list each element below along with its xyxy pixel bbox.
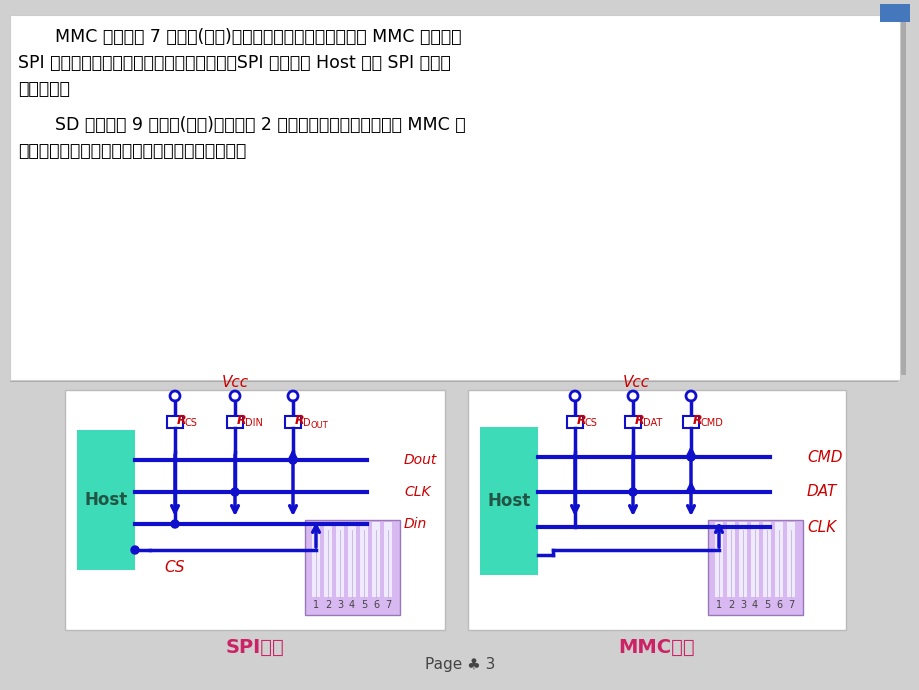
Bar xyxy=(750,522,758,597)
Text: Host: Host xyxy=(85,491,128,509)
Text: Dout: Dout xyxy=(403,453,437,467)
Circle shape xyxy=(629,488,636,496)
Text: 才能使用。: 才能使用。 xyxy=(18,80,70,98)
Bar xyxy=(285,416,301,428)
Bar xyxy=(714,522,722,597)
Text: R: R xyxy=(576,413,586,426)
Bar xyxy=(726,522,734,597)
Bar xyxy=(335,522,344,597)
Text: R: R xyxy=(237,413,246,426)
Text: SPI 模式，两种模式对引脚的定义是不同的。SPI 模式只有 Host 具有 SPI 接口时: SPI 模式，两种模式对引脚的定义是不同的。SPI 模式只有 Host 具有 S… xyxy=(18,54,450,72)
Text: DAT: DAT xyxy=(642,418,662,428)
Bar xyxy=(786,522,794,597)
Bar xyxy=(65,390,445,630)
Bar xyxy=(167,416,183,428)
Text: D: D xyxy=(302,418,311,428)
Text: 2: 2 xyxy=(324,600,331,610)
Bar xyxy=(708,520,802,615)
Text: CLK: CLK xyxy=(403,485,430,499)
Circle shape xyxy=(686,453,694,461)
Bar xyxy=(682,416,698,428)
Text: Din: Din xyxy=(403,517,426,531)
Text: 兼容的模式时，这两个多余的引脚没有起到作用。: 兼容的模式时，这两个多余的引脚没有起到作用。 xyxy=(18,142,246,160)
Bar xyxy=(566,416,583,428)
Text: 5: 5 xyxy=(360,600,367,610)
Text: 3: 3 xyxy=(336,600,343,610)
Circle shape xyxy=(130,546,139,554)
Text: CMD: CMD xyxy=(806,449,842,464)
Bar xyxy=(77,430,135,570)
Circle shape xyxy=(289,456,297,464)
Text: 5: 5 xyxy=(763,600,769,610)
Circle shape xyxy=(171,520,179,528)
Bar xyxy=(227,416,243,428)
Text: Page ♣ 3: Page ♣ 3 xyxy=(425,657,494,672)
Bar xyxy=(359,522,368,597)
Text: MMC模式: MMC模式 xyxy=(618,638,695,657)
Text: 3: 3 xyxy=(739,600,745,610)
Bar xyxy=(879,4,909,22)
Text: CMD: CMD xyxy=(700,418,723,428)
Text: 7: 7 xyxy=(384,600,391,610)
Text: R: R xyxy=(692,413,702,426)
Text: 2: 2 xyxy=(727,600,733,610)
Circle shape xyxy=(231,488,239,496)
Text: DIN: DIN xyxy=(244,418,263,428)
Text: R: R xyxy=(176,413,187,426)
Text: Host: Host xyxy=(487,492,530,510)
Bar xyxy=(10,377,897,382)
Text: CS: CS xyxy=(584,418,597,428)
Text: OUT: OUT xyxy=(311,422,328,431)
Bar xyxy=(480,427,538,575)
Text: CS: CS xyxy=(185,418,198,428)
Text: SD 卡分共有 9 个触点(引脚)，多余的 2 个引脚为数据线，但使用与 MMC 卡: SD 卡分共有 9 个触点(引脚)，多余的 2 个引脚为数据线，但使用与 MMC… xyxy=(55,116,465,134)
Bar xyxy=(624,416,641,428)
Text: 4: 4 xyxy=(348,600,355,610)
Text: MMC 卡分共有 7 个触点(引脚)，分为两种操作模式，分别为 MMC 模式、与: MMC 卡分共有 7 个触点(引脚)，分为两种操作模式，分别为 MMC 模式、与 xyxy=(55,28,461,46)
Bar xyxy=(762,522,770,597)
Text: SPI模式: SPI模式 xyxy=(225,638,284,657)
Text: Vcc: Vcc xyxy=(221,375,248,390)
Bar xyxy=(323,522,332,597)
Text: Vcc: Vcc xyxy=(622,375,649,390)
Text: 4: 4 xyxy=(751,600,757,610)
Text: CLK: CLK xyxy=(806,520,835,535)
Bar xyxy=(738,522,746,597)
Bar xyxy=(347,522,356,597)
Text: 7: 7 xyxy=(787,600,793,610)
Text: CS: CS xyxy=(165,560,185,575)
Text: R: R xyxy=(634,413,644,426)
Text: 6: 6 xyxy=(372,600,379,610)
Text: 6: 6 xyxy=(775,600,781,610)
Text: 1: 1 xyxy=(715,600,721,610)
Text: 1: 1 xyxy=(312,600,319,610)
Bar xyxy=(10,15,899,380)
Bar xyxy=(371,522,380,597)
Bar xyxy=(383,522,391,597)
Text: R: R xyxy=(295,413,304,426)
Bar xyxy=(468,390,845,630)
Bar xyxy=(774,522,782,597)
Bar xyxy=(312,522,320,597)
Bar xyxy=(305,520,400,615)
Bar xyxy=(897,17,905,375)
Text: DAT: DAT xyxy=(806,484,836,500)
